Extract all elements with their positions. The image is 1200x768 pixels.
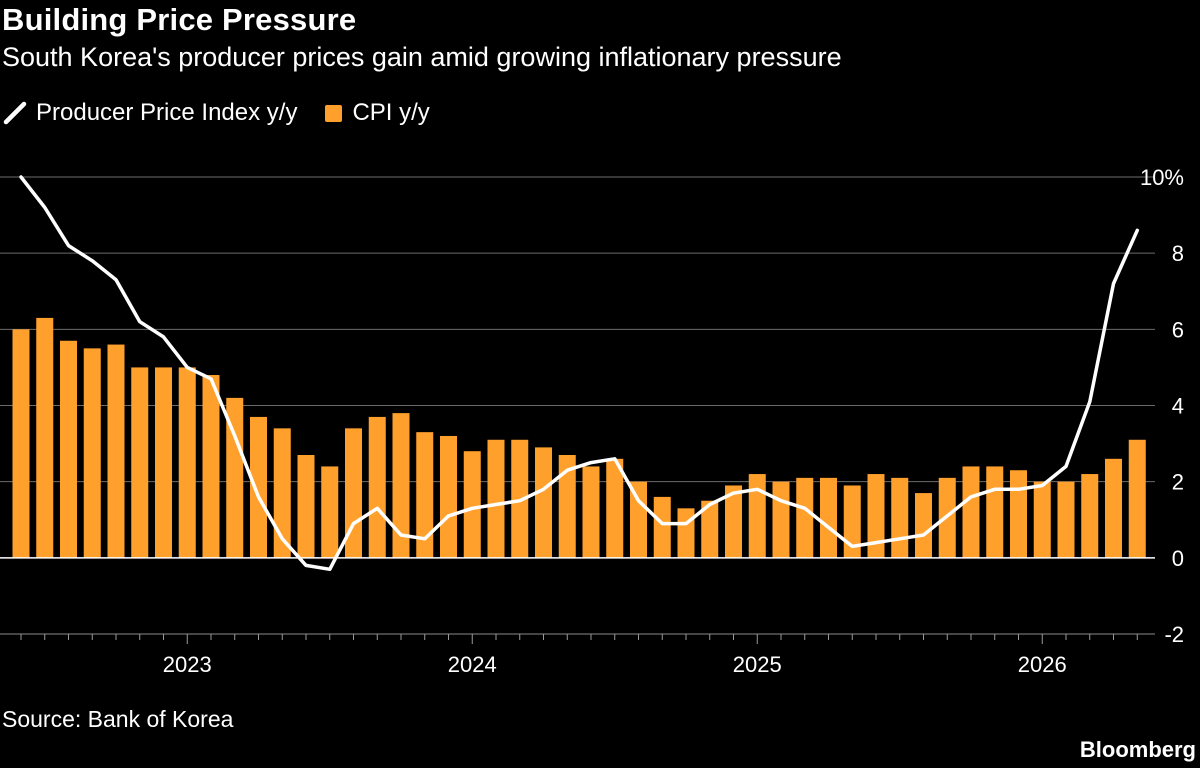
cpi-bar xyxy=(155,367,172,558)
source-note: Source: Bank of Korea xyxy=(2,706,234,732)
cpi-bar xyxy=(986,466,1004,558)
x-tick-label: 2025 xyxy=(733,652,782,677)
cpi-bar xyxy=(1105,458,1122,558)
cpi-bar xyxy=(36,317,54,558)
cpi-bar xyxy=(558,455,576,558)
cpi-bar xyxy=(962,466,980,558)
cpi-bar xyxy=(701,500,719,558)
cpi-bar xyxy=(368,416,386,558)
y-tick-label: 2 xyxy=(1172,470,1184,495)
x-tick-label: 2026 xyxy=(1018,652,1067,677)
bar-swatch-icon xyxy=(325,104,343,122)
cpi-bar xyxy=(535,447,552,558)
x-tick-label: 2024 xyxy=(448,652,497,677)
y-tick-label: 0 xyxy=(1172,546,1184,571)
cpi-bar xyxy=(131,367,149,558)
cpi-bar xyxy=(178,367,196,558)
chart-plot: 2023 2024 2025 2026 10% 8 6 4 2 0 -2 xyxy=(0,165,1184,677)
cpi-bar xyxy=(1057,481,1075,558)
cpi-bar xyxy=(748,474,766,558)
cpi-bar xyxy=(1081,474,1099,558)
cpi-bar xyxy=(226,397,244,558)
chart-title: Building Price Pressure xyxy=(2,2,357,37)
cpi-bar xyxy=(606,458,624,558)
y-tick-label: 10% xyxy=(1140,165,1184,190)
line-swatch-icon xyxy=(3,101,27,125)
ppi-series-line xyxy=(19,175,1140,572)
cpi-bar xyxy=(1010,470,1027,558)
cpi-bar xyxy=(487,439,505,558)
x-tick-label: 2023 xyxy=(163,652,212,677)
legend: Producer Price Index y/y CPI y/y xyxy=(2,98,458,128)
cpi-bar xyxy=(630,481,647,558)
cpi-bar xyxy=(345,428,362,558)
cpi-bar xyxy=(83,348,101,558)
cpi-bar xyxy=(107,344,125,558)
cpi-bar xyxy=(392,413,410,558)
cpi-bar xyxy=(416,432,434,558)
y-tick-label: 8 xyxy=(1172,241,1184,266)
cpi-bar xyxy=(440,435,457,558)
cpi-bar xyxy=(321,466,339,558)
cpi-bar xyxy=(867,474,885,558)
cpi-bar xyxy=(60,340,77,558)
y-tick-label: -2 xyxy=(1164,622,1184,647)
cpi-bar xyxy=(250,416,267,558)
legend-item-ppi: Producer Price Index y/y xyxy=(2,99,297,127)
cpi-bar xyxy=(297,455,315,558)
cpi-bar xyxy=(1128,439,1146,558)
cpi-bar xyxy=(202,375,220,558)
cpi-bar xyxy=(891,477,909,558)
cpi-bar xyxy=(463,451,481,558)
cpi-bar xyxy=(820,477,837,558)
cpi-bar xyxy=(772,481,790,558)
legend-item-cpi: CPI y/y xyxy=(325,99,430,127)
cpi-bar xyxy=(1033,481,1051,558)
y-tick-label: 4 xyxy=(1172,394,1184,419)
cpi-bar xyxy=(677,508,695,558)
cpi-bar xyxy=(653,496,671,558)
legend-label-cpi: CPI y/y xyxy=(352,99,430,126)
bloomberg-logo: Bloomberg xyxy=(1079,737,1196,762)
cpi-bar xyxy=(796,477,814,558)
cpi-bar xyxy=(273,428,291,558)
cpi-bar xyxy=(843,485,861,558)
y-tick-label: 6 xyxy=(1172,317,1184,342)
legend-label-ppi: Producer Price Index y/y xyxy=(36,99,298,126)
chart-subtitle: South Korea's producer prices gain amid … xyxy=(2,42,842,72)
cpi-bar xyxy=(582,466,600,558)
cpi-bar xyxy=(12,329,30,558)
cpi-bar xyxy=(915,493,932,558)
cpi-bar xyxy=(725,485,742,558)
